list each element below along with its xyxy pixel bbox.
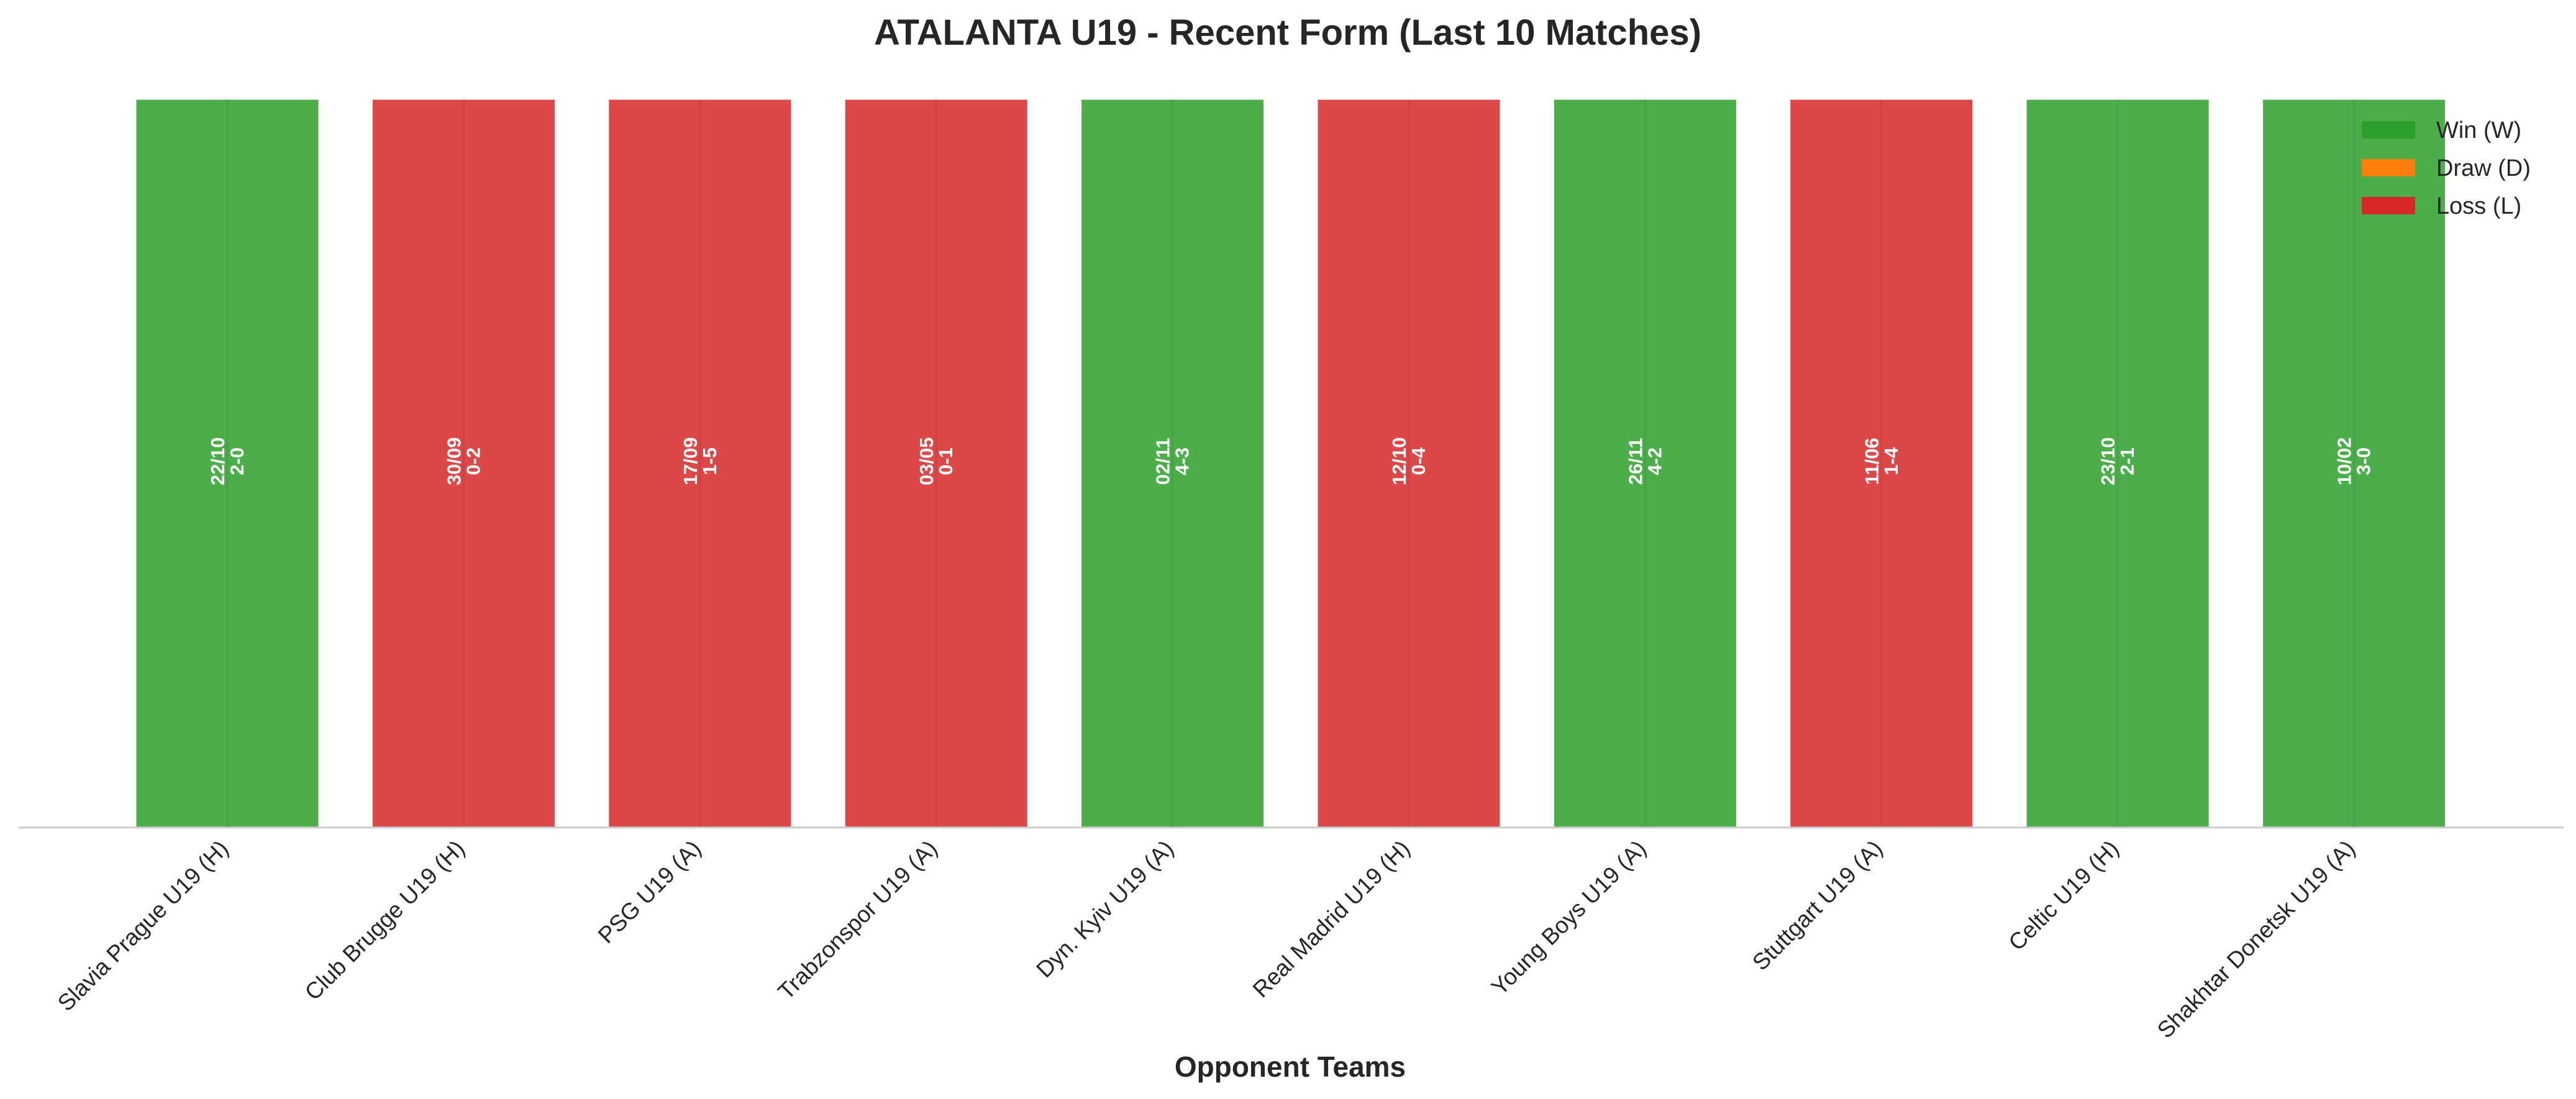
x-tick-label-3: PSG U19 (A) <box>593 836 706 949</box>
bar-label-4: 03/050-1 <box>916 437 957 486</box>
match-score: 3-0 <box>2353 447 2375 475</box>
legend: Win (W) Draw (D) Loss (L) <box>2362 117 2531 219</box>
x-axis-label: Opponent Teams <box>1175 1051 1406 1083</box>
bar-1 <box>134 98 321 829</box>
match-date: 12/10 <box>1388 437 1410 486</box>
bar-label-8: 11/061-4 <box>1861 438 1902 485</box>
match-date: 22/10 <box>207 437 229 486</box>
match-score: 1-4 <box>1880 447 1902 475</box>
bar-label-1: 22/102-0 <box>207 437 248 486</box>
x-tick-label-5: Dyn. Kyiv U19 (A) <box>1031 836 1178 983</box>
bar-label-3: 17/091-5 <box>680 437 721 486</box>
x-tick-label-9: Celtic U19 (H) <box>2004 836 2124 955</box>
x-tick-label-10: Shakhtar Donetsk U19 (A) <box>2152 836 2360 1043</box>
match-date: 03/05 <box>916 437 937 486</box>
bar-label-2: 30/090-2 <box>443 437 484 486</box>
match-date: 11/06 <box>1861 438 1883 485</box>
legend-label-w: Win (W) <box>2436 117 2521 144</box>
bar-10 <box>2261 98 2447 829</box>
bars-layer: 22/102-0 30/090-2 17/091-5 03/050-1 02/114-3… <box>134 98 2447 829</box>
legend-swatch-l <box>2362 197 2415 214</box>
x-tick-labels: Slavia Prague U19 (H) Club Brugge U19 (H)… <box>53 836 2360 1043</box>
bar-6 <box>1316 98 1502 829</box>
match-date: 26/11 <box>1624 438 1646 485</box>
legend-label-d: Draw (D) <box>2436 155 2531 181</box>
match-date: 30/09 <box>443 437 465 486</box>
match-score: 4-2 <box>1644 447 1665 475</box>
x-tick-label-8: Stuttgart U19 (A) <box>1747 836 1887 975</box>
bar-3 <box>607 98 793 829</box>
bar-label-5: 02/114-3 <box>1152 438 1193 485</box>
match-date: 10/02 <box>2334 437 2355 486</box>
match-date: 17/09 <box>680 437 701 486</box>
match-score: 0-2 <box>462 447 484 475</box>
match-score: 2-0 <box>226 447 248 475</box>
bar-label-10: 10/023-0 <box>2334 437 2375 486</box>
legend-swatch-d <box>2362 159 2415 176</box>
x-tick-label-7: Young Boys U19 (A) <box>1486 836 1651 1000</box>
match-date: 23/10 <box>2097 437 2119 486</box>
match-score: 1-5 <box>699 447 721 475</box>
bar-label-6: 12/100-4 <box>1388 437 1429 486</box>
match-score: 4-3 <box>1172 447 1193 475</box>
x-tick-label-1: Slavia Prague U19 (H) <box>53 836 234 1016</box>
bar-label-7: 26/114-2 <box>1624 438 1665 485</box>
bar-4 <box>843 98 1029 829</box>
legend-label-l: Loss (L) <box>2436 193 2521 219</box>
bar-7 <box>1552 98 1738 829</box>
x-tick-label-2: Club Brugge U19 (H) <box>300 836 470 1005</box>
x-tick-label-6: Real Madrid U19 (H) <box>1248 836 1415 1003</box>
match-score: 0-1 <box>935 447 957 475</box>
chart-title: ATALANTA U19 - Recent Form (Last 10 Matc… <box>874 12 1701 53</box>
match-date: 02/11 <box>1152 438 1174 485</box>
x-tick-label-4: Trabzonspor U19 (A) <box>773 836 942 1005</box>
legend-swatch-w <box>2362 121 2415 139</box>
bar-2 <box>370 98 557 829</box>
match-score: 2-1 <box>2116 447 2138 475</box>
bar-label-9: 23/102-1 <box>2097 437 2138 486</box>
bar-5 <box>1080 98 1266 829</box>
match-score: 0-4 <box>1408 447 1429 475</box>
